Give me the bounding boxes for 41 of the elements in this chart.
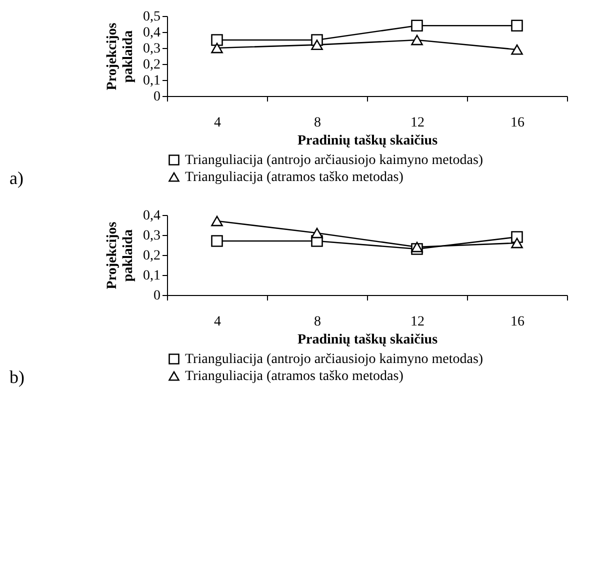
y-tick-label: 0,2 <box>143 248 160 264</box>
y-tick-label: 0 <box>154 90 160 104</box>
y-tick-label: 0 <box>154 288 160 304</box>
point <box>211 235 223 247</box>
x-tick-label: 16 <box>510 314 524 330</box>
x-axis-title: Pradinių taškų skaičius <box>297 134 438 148</box>
y-tick-label: 0,3 <box>143 42 160 56</box>
x-tick-label: 8 <box>314 116 321 130</box>
y-tick-label: 0,3 <box>143 228 160 244</box>
x-tick-label: 12 <box>410 314 424 330</box>
point <box>411 20 423 32</box>
legend-label: Trianguliacija (atramos taško metodas) <box>185 369 404 384</box>
x-tick-label: 8 <box>314 314 321 330</box>
y-tick-label: 0,2 <box>143 58 160 72</box>
point <box>411 34 423 46</box>
point <box>511 20 523 32</box>
legend-label: Trianguliacija (antrojo arčiausiojo kaimyno metodas) <box>185 153 484 168</box>
y-tick-label: 0,4 <box>143 208 160 224</box>
x-tick-label: 12 <box>410 116 424 130</box>
point <box>211 42 223 54</box>
y-axis-title: Projekcijos paklaida <box>105 221 136 290</box>
legend-label: Trianguliacija (antrojo arčiausiojo kaimyno metodas) <box>185 352 484 367</box>
x-tick-label: 4 <box>214 116 221 130</box>
y-tick-label: 0,4 <box>143 26 160 40</box>
x-tick-label: 16 <box>510 116 524 130</box>
point <box>311 228 323 238</box>
text: b) <box>10 367 24 387</box>
y-tick-label: 0,1 <box>143 268 160 284</box>
legend-label: Trianguliacija (atramos taško metodas) <box>185 170 404 185</box>
point <box>211 216 223 226</box>
x-axis-title: Pradinių taškų skaičius <box>297 332 438 348</box>
point <box>511 44 523 55</box>
point <box>411 242 423 252</box>
x-tick-label: 4 <box>214 314 221 330</box>
y-tick-label: 0,5 <box>143 10 160 24</box>
point <box>311 40 323 50</box>
y-axis-title: Projekcijos paklaida <box>105 22 136 90</box>
point <box>511 238 523 248</box>
y-tick-label: 0,1 <box>143 74 160 88</box>
text: a) <box>10 168 24 188</box>
point <box>211 34 223 46</box>
